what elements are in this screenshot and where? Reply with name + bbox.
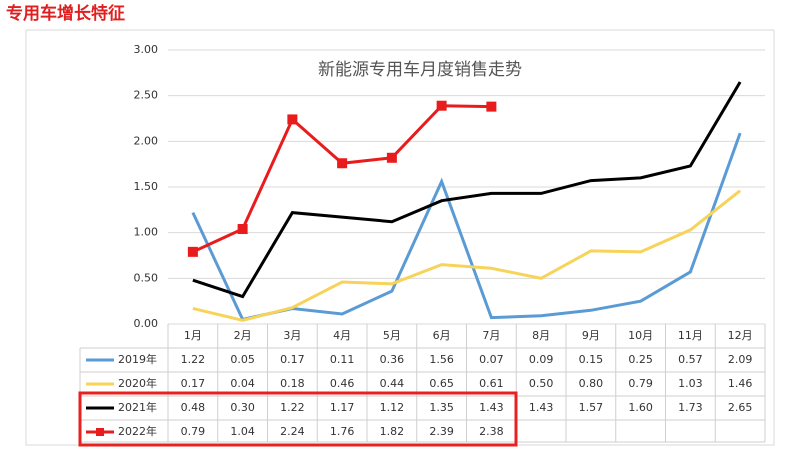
data-label: 0.04 xyxy=(230,377,255,390)
x-tick-label: 11月 xyxy=(678,329,703,342)
data-label: 1.43 xyxy=(479,401,504,414)
x-tick-label: 10月 xyxy=(628,329,653,342)
x-tick-label: 5月 xyxy=(383,329,401,342)
marker xyxy=(337,158,348,169)
y-tick-label: 1.00 xyxy=(134,226,159,239)
data-label: 0.05 xyxy=(230,353,255,366)
data-label: 0.65 xyxy=(429,377,454,390)
data-label: 1.35 xyxy=(429,401,454,414)
x-tick-label: 7月 xyxy=(482,329,500,342)
data-label: 1.46 xyxy=(728,377,753,390)
data-label: 1.03 xyxy=(678,377,703,390)
series-line xyxy=(192,189,742,322)
data-label: 2.09 xyxy=(728,353,753,366)
data-label: 2.39 xyxy=(429,425,454,438)
data-label: 1.43 xyxy=(529,401,554,414)
data-label: 0.44 xyxy=(380,377,405,390)
legend-label: 2022年 xyxy=(118,424,157,438)
data-label: 0.79 xyxy=(181,425,206,438)
data-label: 1.60 xyxy=(628,401,653,414)
data-label: 0.36 xyxy=(380,353,405,366)
data-label: 2.24 xyxy=(280,425,305,438)
data-label: 1.73 xyxy=(678,401,703,414)
data-label: 0.30 xyxy=(230,401,255,414)
data-label: 1.22 xyxy=(181,353,206,366)
x-tick-label: 12月 xyxy=(728,329,753,342)
chart-title: 新能源专用车月度销售走势 xyxy=(318,60,522,80)
data-label: 0.17 xyxy=(181,377,206,390)
data-label: 0.07 xyxy=(479,353,504,366)
data-label: 1.12 xyxy=(380,401,405,414)
data-label: 0.09 xyxy=(529,353,554,366)
y-tick-label: 0.00 xyxy=(134,317,159,330)
data-label: 0.25 xyxy=(628,353,653,366)
data-label: 1.17 xyxy=(330,401,355,414)
x-tick-label: 1月 xyxy=(184,329,202,342)
data-label: 0.57 xyxy=(678,353,703,366)
header: 专用车增长特征 xyxy=(6,3,125,24)
data-label: 1.22 xyxy=(280,401,305,414)
marker xyxy=(287,114,298,125)
highlight-box xyxy=(78,391,518,447)
y-tick-label: 0.50 xyxy=(134,271,159,284)
data-label: 0.61 xyxy=(479,377,504,390)
data-label: 0.15 xyxy=(579,353,604,366)
x-tick-label: 3月 xyxy=(283,329,301,342)
data-label: 2.38 xyxy=(479,425,504,438)
legend-label: 2020年 xyxy=(118,376,157,390)
data-label: 0.80 xyxy=(579,377,604,390)
marker xyxy=(187,246,198,257)
data-label: 0.48 xyxy=(181,401,206,414)
legend-label: 2019年 xyxy=(118,352,157,366)
series-line xyxy=(192,81,742,299)
data-label: 1.57 xyxy=(579,401,604,414)
data-label: 0.46 xyxy=(330,377,355,390)
marker xyxy=(486,101,497,112)
data-label: 1.56 xyxy=(429,353,454,366)
marker xyxy=(436,100,447,111)
data-label: 1.04 xyxy=(230,425,255,438)
y-tick-label: 2.50 xyxy=(134,89,159,102)
data-label: 0.50 xyxy=(529,377,554,390)
data-label: 2.65 xyxy=(728,401,753,414)
data-label: 0.18 xyxy=(280,377,305,390)
data-label: 0.79 xyxy=(628,377,653,390)
y-tick-label: 2.00 xyxy=(134,134,159,147)
legend-label: 2021年 xyxy=(118,400,157,414)
x-tick-label: 6月 xyxy=(433,329,451,342)
x-tick-label: 8月 xyxy=(532,329,550,342)
data-label: 1.76 xyxy=(330,425,355,438)
data-label: 0.17 xyxy=(280,353,305,366)
y-tick-label: 1.50 xyxy=(134,180,159,193)
data-label: 1.82 xyxy=(380,425,405,438)
x-tick-label: 4月 xyxy=(333,329,351,342)
data-label: 0.11 xyxy=(330,353,355,366)
legend-marker xyxy=(96,428,104,436)
y-tick-label: 3.00 xyxy=(134,43,159,56)
x-tick-label: 2月 xyxy=(234,329,252,342)
marker xyxy=(237,224,248,235)
plot: 0.00 0.50 1.00 1.50 2.00 2.50 3.00 1月 2月 3月 4月 5月 6月… xyxy=(79,43,766,443)
x-tick-label: 9月 xyxy=(582,329,600,342)
marker xyxy=(386,152,397,163)
